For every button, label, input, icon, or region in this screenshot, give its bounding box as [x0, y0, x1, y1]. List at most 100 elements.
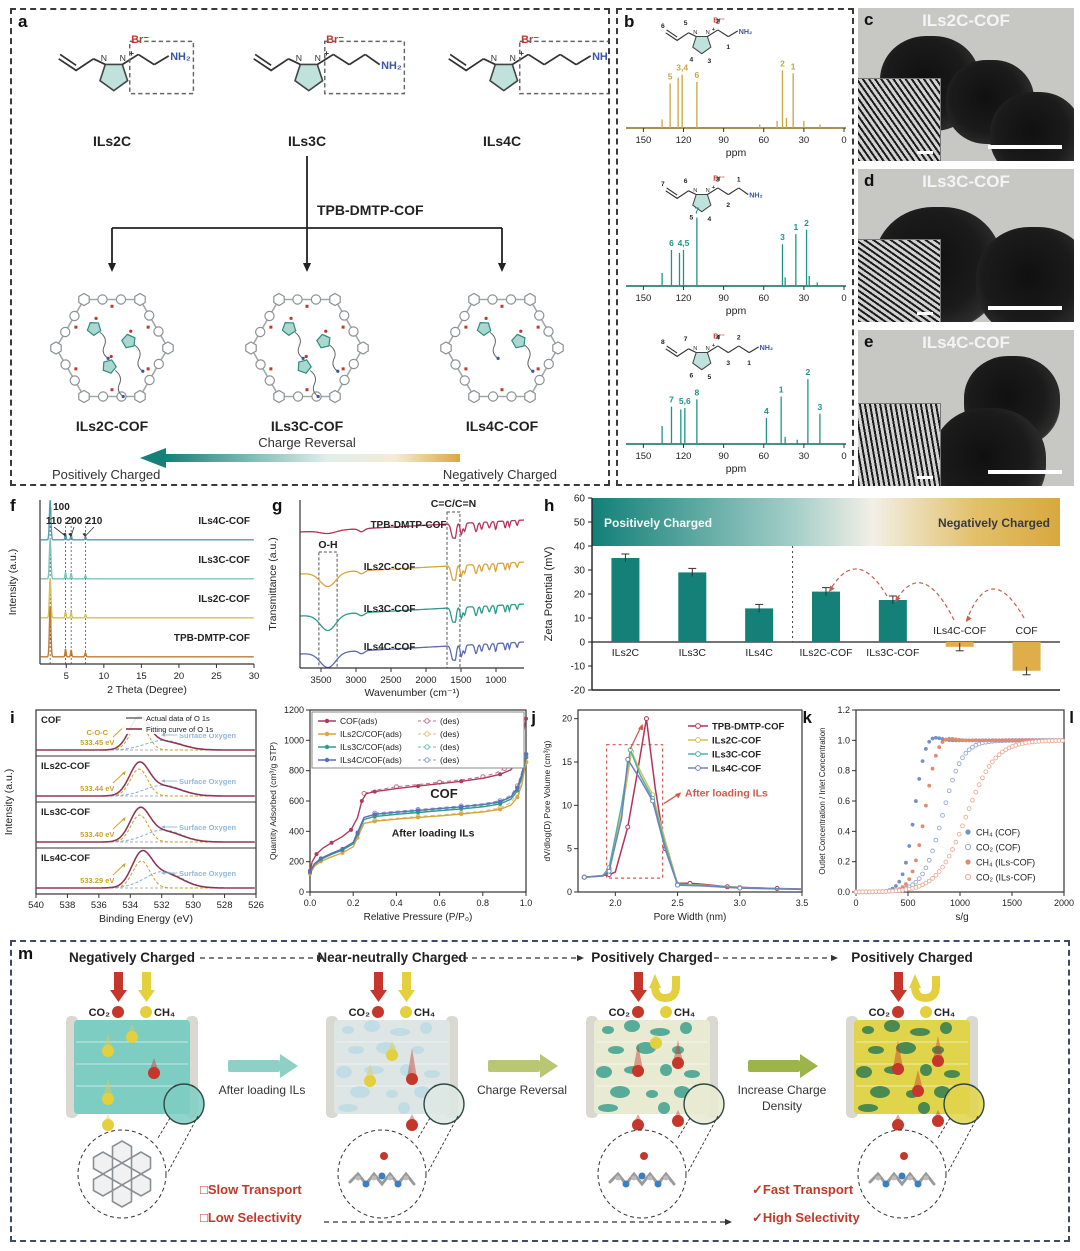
label: N	[120, 53, 126, 63]
arrowhead	[577, 954, 584, 962]
breakthrough-point	[983, 769, 989, 775]
xps-fit-curve	[36, 761, 255, 797]
breakthrough-point	[920, 824, 925, 829]
panel-letter-b: b	[624, 12, 635, 31]
panel-letter-l: l	[1069, 708, 1074, 727]
isotherm-ads-curve	[309, 754, 527, 872]
arrowhead	[107, 263, 117, 272]
label: +	[519, 48, 524, 58]
ftir-curve	[300, 561, 524, 588]
arrowhead	[966, 615, 972, 622]
isotherm-xlabel: Relative Pressure (P/P₀)	[364, 912, 473, 923]
isotherm-legend-ads: ILs4C/COF(ads)	[340, 755, 402, 765]
breakthrough-point	[966, 747, 972, 753]
xps-panel-name: ILs4C-COF	[41, 853, 90, 864]
label: 2500	[380, 675, 401, 686]
panel-letter-h: h	[544, 496, 555, 515]
panel-letter-m: m	[18, 944, 34, 963]
isotherm-legend-ads: ILs3C/COF(ads)	[340, 742, 402, 752]
breakthrough-point	[930, 766, 935, 771]
xps-surface-component	[36, 784, 255, 797]
xrd-curve-label: TPB-DMTP-COF	[174, 633, 250, 644]
co2-molecule	[892, 1119, 904, 1131]
nmr-peak-label: 4	[764, 406, 769, 416]
breakthrough-point	[947, 736, 952, 741]
pore-ylabel: dV/dlog(D) Pore Volume (cm³/g)	[542, 740, 552, 861]
breakthrough-point	[916, 876, 922, 881]
cof-annotation: COF	[430, 786, 458, 801]
breakthrough-point	[920, 759, 925, 764]
co2-input-arrow	[890, 990, 907, 1002]
label: 2.5	[671, 898, 684, 908]
zeta-chart: Positively Charged Negatively Charged -20 -…	[543, 494, 1060, 697]
panel-letter-c: c	[864, 10, 874, 29]
anion-label: Br⁻	[713, 174, 725, 182]
ch4-molecule	[364, 1075, 376, 1087]
label: 1500	[450, 675, 471, 686]
tem-image-ils4c-cof: e ILs4C-COF	[858, 330, 1074, 486]
label: 0	[299, 887, 304, 897]
transition-arrow	[228, 1060, 280, 1072]
oh-label: O-H	[318, 539, 337, 551]
breakthrough-point	[963, 750, 969, 756]
label: 200	[289, 857, 304, 867]
transition-arrow	[748, 1060, 800, 1072]
panel-letter-g: g	[272, 496, 283, 515]
label: 0	[853, 898, 858, 908]
label: 8	[661, 339, 665, 346]
label: 536	[91, 900, 107, 911]
breakthrough-point	[926, 878, 932, 884]
monomer-name: ILs2C	[93, 133, 131, 149]
breakthrough-ylabel: Outlet Concentration / Inlet Concentrati…	[818, 727, 827, 874]
label: N	[706, 188, 710, 194]
breakthrough-point	[940, 864, 945, 870]
label: 7	[661, 181, 665, 188]
banner-negative-label: Negatively Charged	[938, 516, 1050, 530]
pore-legend-label: TPB-DMTP-COF	[712, 722, 784, 733]
breakthrough-point	[963, 814, 969, 820]
label: 40	[574, 542, 586, 553]
label: 150	[635, 293, 651, 304]
breakthrough-point	[996, 752, 1002, 758]
tem-scale-bar	[988, 470, 1062, 474]
label: 90	[718, 135, 729, 146]
xps-surface-label: Surface Oxygen	[179, 777, 237, 786]
label: 0.8	[477, 898, 490, 908]
inset-scale-bar	[917, 476, 933, 479]
magnifier-circle	[943, 1083, 985, 1125]
label: 540	[28, 900, 44, 911]
highlight-box	[606, 744, 664, 879]
membrane	[846, 1016, 978, 1149]
co2-molecule	[672, 1115, 684, 1127]
label: 50	[574, 518, 586, 529]
xrd-curve-label: ILs4C-COF	[198, 516, 250, 527]
arrowhead	[829, 585, 835, 592]
xrd-chart: ILs4C-COF ILs3C-COF ILs2C-COF TPB-DMTP-COF 1…	[7, 499, 259, 696]
amine-label: NH₂	[381, 60, 402, 72]
ch4-molecule	[102, 1119, 114, 1131]
co2-molecule	[932, 1115, 944, 1127]
arrowhead	[160, 871, 165, 875]
label: 30	[799, 293, 810, 304]
xps-energy-label: 533.45 eV	[80, 738, 114, 747]
stage-title: Negatively Charged	[69, 950, 195, 965]
label: 6	[684, 178, 688, 185]
panel-m-mechanism: m Negatively Charged CO₂ CH₄ Near-neutrally…	[10, 940, 1070, 1242]
label: 532	[154, 900, 170, 911]
xrd-curve	[40, 577, 254, 619]
zeta-bar-label: ILs2C-COF	[799, 647, 852, 659]
hrtem-inset	[858, 403, 941, 486]
label: 60	[758, 451, 769, 462]
isotherm-ads-curve	[309, 762, 527, 875]
label: +	[129, 48, 134, 58]
label: 1000	[284, 735, 304, 745]
label: 5	[689, 214, 693, 221]
label: 1000	[485, 675, 506, 686]
breakthrough-point	[927, 783, 932, 788]
arrowhead	[121, 771, 126, 776]
breakthrough-point	[960, 823, 965, 829]
anion-label: Br⁻	[521, 34, 539, 46]
label: 0.0	[837, 887, 850, 897]
